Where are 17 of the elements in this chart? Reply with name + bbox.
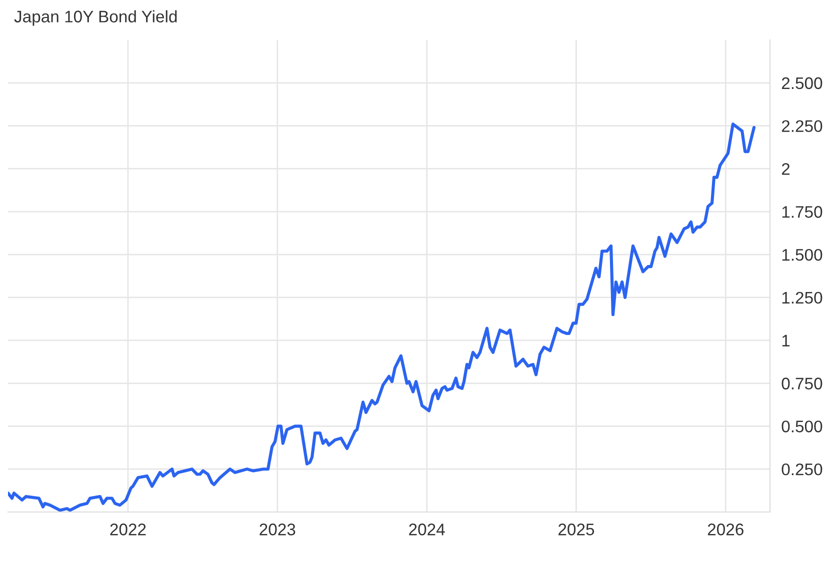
y-tick-label: 2 [782,163,790,175]
y-tick-label: 0.500 [782,420,822,432]
y-tick-label: 1.250 [782,292,822,304]
chart-title: Japan 10Y Bond Yield [14,10,177,26]
line-series [8,122,756,512]
y-tick-label: 1.500 [782,248,822,261]
x-tick-label: 2024 [409,524,445,536]
y-tick-label: 0.250 [782,463,822,476]
x-tick-label: 2023 [260,524,296,536]
y-tick-label: 0.750 [782,378,822,390]
y-tick-label: 2.250 [782,120,822,132]
y-tick-label: 1.750 [782,206,822,218]
x-tick-label: 2025 [558,524,594,536]
y-tick-label: 2.500 [782,77,822,90]
y-tick-label: 1 [782,334,790,346]
x-tick-label: 2026 [708,524,744,536]
x-tick-label: 2022 [110,524,146,536]
